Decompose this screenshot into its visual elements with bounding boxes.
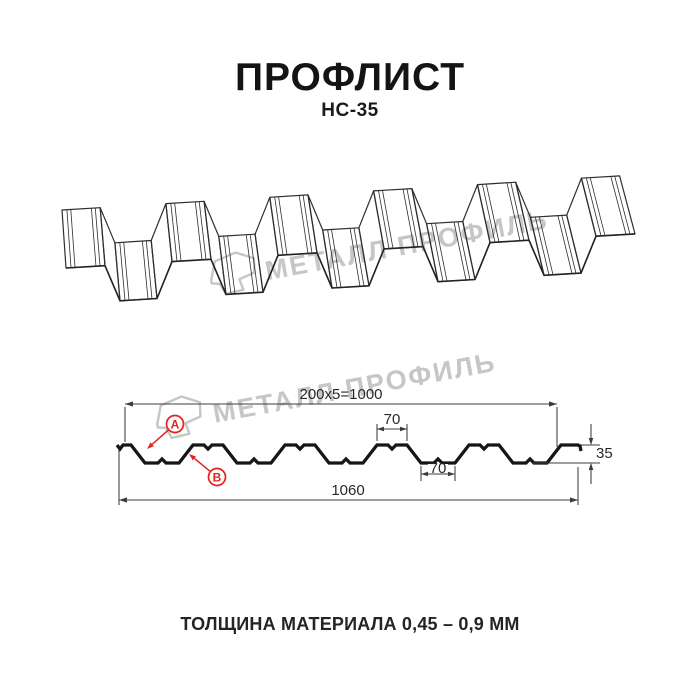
sheet-groove-line <box>119 242 126 301</box>
metall-profil-logo-icon <box>155 395 202 440</box>
sheet-face-fill <box>581 175 635 237</box>
dim-height: 35 <box>533 424 613 484</box>
sheet-groove-line <box>145 240 153 299</box>
marker-a-circle <box>165 414 185 434</box>
dim-crest-width: 70 <box>376 411 408 441</box>
sheet-groove-line <box>194 201 203 260</box>
sheet-groove-line <box>561 215 577 274</box>
sheet-groove-line <box>302 195 313 254</box>
sheet-groove-line <box>510 182 525 241</box>
sheet-groove-line <box>94 207 101 267</box>
sheet-3d-fill-layer <box>62 175 635 301</box>
dim-top-total: 200x5=1000 <box>124 386 558 447</box>
sheet-groove-line <box>538 216 554 275</box>
sheet-groove-line <box>406 188 419 247</box>
dim-overall-width: 1060 <box>118 450 579 505</box>
sheet-groove-line <box>378 190 390 249</box>
sheet-face-fill <box>114 240 157 301</box>
dim-height-label: 35 <box>596 445 613 462</box>
sheet-face-fill <box>462 184 490 280</box>
sheet-groove-line <box>170 203 178 262</box>
sheet-groove-line <box>70 209 76 268</box>
sheet-face-fill <box>477 182 529 243</box>
sheet-groove-line <box>278 196 288 255</box>
sheet-groove-line <box>506 182 521 241</box>
dim-valley-width: 70 <box>420 460 456 481</box>
dim-overall-width-label: 1060 <box>331 482 364 499</box>
sheet-groove-line <box>453 221 467 281</box>
sheet-face-fill <box>411 188 438 282</box>
sheet-3d-line-layer <box>61 175 636 302</box>
sheet-face-fill <box>165 201 211 262</box>
sheet-groove-line <box>610 176 627 235</box>
sheet-face-fill <box>204 201 226 295</box>
metall-profil-logo-icon <box>209 251 256 296</box>
marker-b: B <box>189 454 227 487</box>
sheet-groove-line <box>435 223 448 282</box>
sheet-groove-line <box>327 229 338 288</box>
page-title: ПРОФЛИСТ <box>234 56 466 99</box>
marker-a-letter: A <box>171 418 180 432</box>
sheet-face-fill <box>151 203 172 299</box>
dim-crest-width-label: 70 <box>384 411 401 428</box>
marker-b-letter: B <box>213 471 222 485</box>
sheet-groove-line <box>274 196 284 256</box>
marker-b-circle <box>207 467 227 487</box>
thickness-note: ТОЛЩИНА МАТЕРИАЛА 0,45 – 0,9 ММ <box>180 614 520 634</box>
marker-a: A <box>147 414 185 449</box>
sheet-groove-line <box>353 228 365 287</box>
sheet-groove-line <box>557 215 573 274</box>
sheet-groove-line <box>482 184 496 243</box>
sheet-groove-line <box>174 203 182 262</box>
sheet-front-cut-edge <box>65 233 636 302</box>
sheet-groove-line <box>382 190 394 249</box>
sheet-groove-line <box>245 234 255 293</box>
sheet-groove-line <box>142 241 149 300</box>
profile-outline <box>115 443 583 465</box>
sheet-groove-line <box>123 242 130 301</box>
dim-valley-width-label: 70 <box>430 460 447 477</box>
sheet-groove-line <box>91 208 97 267</box>
sheet-groove-line <box>589 177 606 236</box>
sheet-groove-line <box>431 223 444 282</box>
dim-top-total-label: 200x5=1000 <box>300 386 383 403</box>
sheet-groove-line <box>223 236 232 295</box>
sheet-face-fill <box>566 178 596 274</box>
sheet-groove-line <box>485 183 500 243</box>
sheet-groove-line <box>331 229 342 288</box>
sheet-face-fill <box>308 194 332 288</box>
sheet-groove-line <box>614 176 631 235</box>
cross-section-diagram: 200x5=1000 70 70 <box>115 386 613 505</box>
sheet-groove-line <box>66 209 72 268</box>
sheet-groove-line <box>298 195 309 254</box>
sheet-groove-line <box>227 235 236 294</box>
sheet-groove-line <box>249 234 259 293</box>
sheet-groove-line <box>198 201 207 260</box>
sheet-groove-line <box>585 177 602 236</box>
sheet-face-fill <box>62 207 105 268</box>
sheet-face-fill <box>100 207 120 301</box>
sheet-groove-line <box>402 189 415 248</box>
sheet-groove-line <box>534 216 550 276</box>
sheet-groove-line <box>457 221 471 280</box>
sheet-groove-line <box>349 228 361 287</box>
sheet-face-fill <box>515 182 544 276</box>
model-code: НС-35 <box>321 100 379 121</box>
